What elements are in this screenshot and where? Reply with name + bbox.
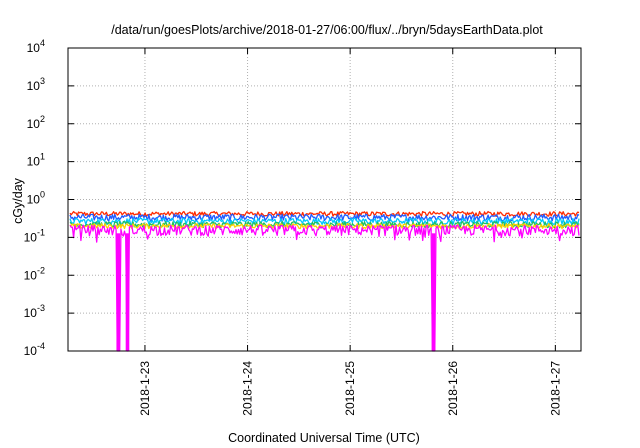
dropout-spike — [125, 233, 130, 351]
y-tick-exponent: -3 — [37, 303, 45, 313]
chart-title: /data/run/goesPlots/archive/2018-01-27/0… — [111, 23, 543, 37]
series-line-1 — [69, 210, 580, 217]
y-tick-base: 10 — [24, 268, 38, 282]
x-tick-label: 2018-1-26 — [446, 361, 460, 416]
dropout-spike — [431, 233, 436, 351]
y-tick-base: 10 — [27, 41, 41, 55]
y-tick-label: 10-2 — [24, 265, 45, 282]
y-tick-label: 10-1 — [24, 227, 45, 244]
x-tick-labels: 2018-1-23 2018-1-24 2018-1-25 2018-1-26 2018… — [138, 361, 562, 416]
y-tick-exponent: -2 — [37, 265, 45, 275]
y-tick-base: 10 — [24, 344, 38, 358]
y-axis-title: cGy/day — [11, 177, 25, 224]
y-tick-base: 10 — [27, 117, 41, 131]
y-tick-base: 10 — [27, 79, 41, 93]
y-tick-exponent: 2 — [40, 114, 45, 124]
y-tick-label: 102 — [27, 114, 45, 131]
dropout-spike — [116, 233, 121, 351]
x-tick-label: 2018-1-27 — [548, 361, 562, 416]
y-tick-label: 10-3 — [24, 303, 45, 320]
x-axis-title: Coordinated Universal Time (UTC) — [228, 431, 420, 445]
y-tick-label: 10-4 — [24, 341, 45, 358]
y-tick-base: 10 — [24, 306, 38, 320]
y-tick-base: 10 — [24, 230, 38, 244]
x-tick-label: 2018-1-23 — [138, 361, 152, 416]
series-layer — [69, 210, 580, 352]
y-tick-exponent: 3 — [40, 76, 45, 86]
y-tick-label: 103 — [27, 76, 45, 93]
series-line-5 — [69, 223, 580, 230]
y-tick-label: 100 — [27, 190, 45, 207]
grid — [68, 48, 581, 351]
ticks — [68, 47, 581, 352]
y-tick-exponent: -1 — [37, 227, 45, 237]
series-line-3 — [69, 217, 580, 226]
y-tick-label: 104 — [27, 38, 45, 55]
x-tick-label: 2018-1-24 — [241, 361, 255, 416]
y-tick-label: 101 — [27, 152, 45, 169]
y-tick-base: 10 — [27, 155, 41, 169]
x-tick-label: 2018-1-25 — [343, 361, 357, 416]
y-tick-exponent: 0 — [40, 190, 45, 200]
y-tick-base: 10 — [27, 193, 41, 207]
y-tick-exponent: 1 — [40, 152, 45, 162]
y-tick-exponent: 4 — [40, 38, 45, 48]
y-tick-exponent: -4 — [37, 341, 45, 351]
series-line-6 — [69, 224, 580, 352]
